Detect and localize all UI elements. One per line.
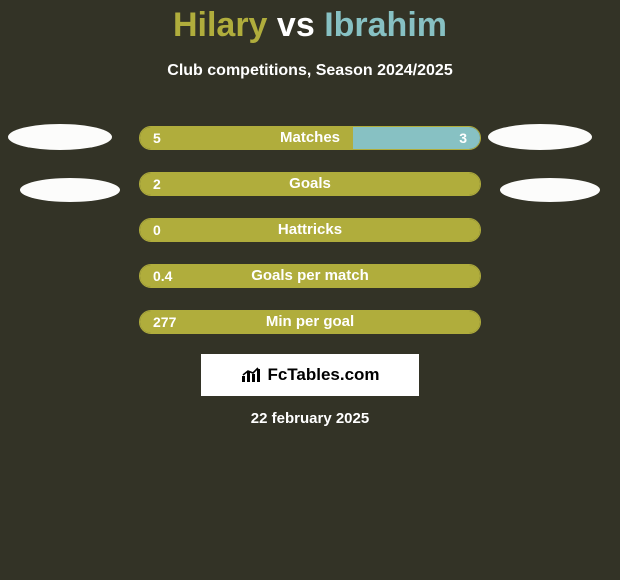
player1-ellipse-2	[20, 178, 120, 202]
stat-row: Goals2	[139, 172, 481, 196]
stat-left-value: 2	[153, 172, 161, 196]
page-title: Hilary vs Ibrahim	[0, 6, 620, 45]
stat-left-value: 0.4	[153, 264, 172, 288]
stat-label: Matches	[139, 126, 481, 150]
logo-text: FcTables.com	[267, 365, 379, 385]
stat-right-value: 3	[459, 126, 467, 150]
stat-label: Goals	[139, 172, 481, 196]
player1-ellipse-1	[8, 124, 112, 150]
stat-left-value: 277	[153, 310, 176, 334]
stat-row: Hattricks0	[139, 218, 481, 242]
title-player2: Ibrahim	[324, 6, 447, 44]
stat-label: Hattricks	[139, 218, 481, 242]
player2-ellipse-2	[500, 178, 600, 202]
title-player1: Hilary	[173, 6, 268, 44]
fctables-logo: FcTables.com	[201, 354, 419, 396]
stat-row: Matches5 3	[139, 126, 481, 150]
chart-icon	[240, 366, 262, 384]
stat-row: Goals per match0.4	[139, 264, 481, 288]
stat-row: Min per goal277	[139, 310, 481, 334]
stat-left-value: 0	[153, 218, 161, 242]
stat-left-value: 5	[153, 126, 161, 150]
stat-label: Min per goal	[139, 310, 481, 334]
logo-inner: FcTables.com	[240, 365, 379, 385]
stat-label: Goals per match	[139, 264, 481, 288]
chart-canvas: Hilary vs Ibrahim Club competitions, Sea…	[0, 0, 620, 580]
date-text: 22 february 2025	[0, 410, 620, 427]
player2-ellipse-1	[488, 124, 592, 150]
title-vs: vs	[277, 6, 315, 44]
subtitle: Club competitions, Season 2024/2025	[0, 62, 620, 80]
